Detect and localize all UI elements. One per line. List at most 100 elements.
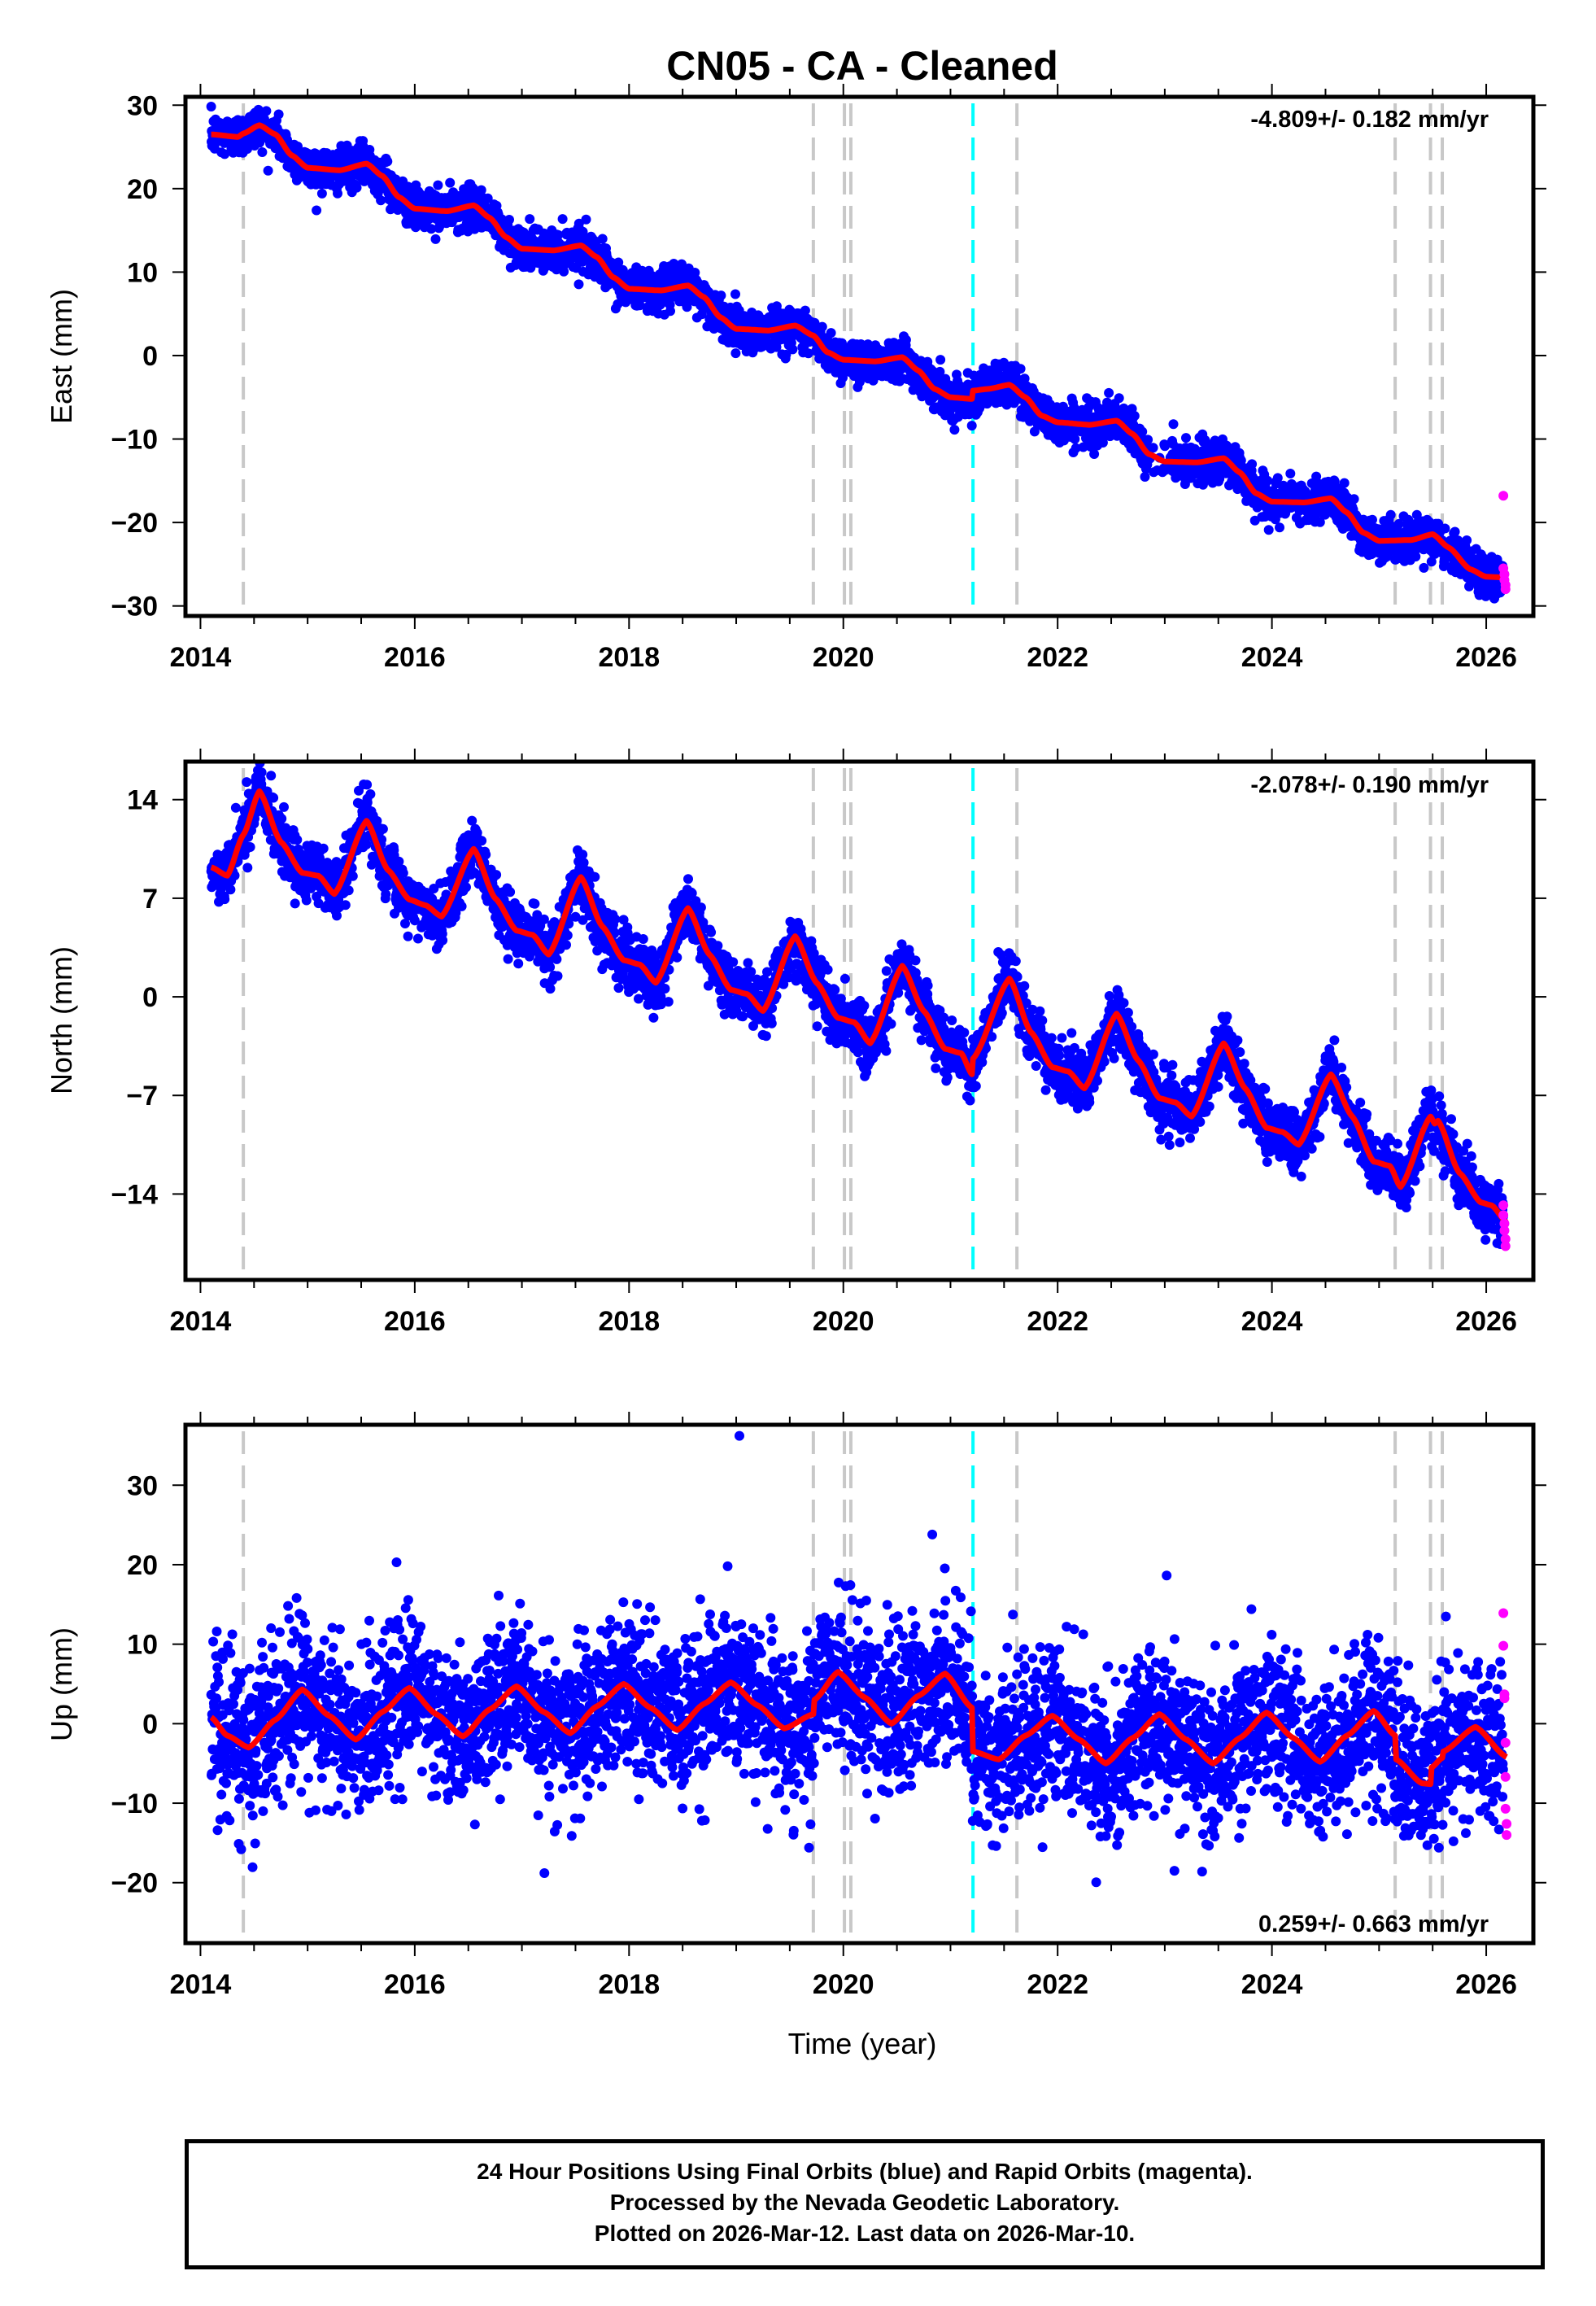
y-tick-label: −10 <box>111 425 158 456</box>
final-orbit-point <box>1450 526 1460 537</box>
final-orbit-point <box>256 767 267 778</box>
y-tick-label: 0 <box>142 341 158 372</box>
final-orbit-point <box>803 348 813 359</box>
final-orbit-point <box>1440 523 1450 534</box>
x-tick-label: 2016 <box>384 642 446 673</box>
y-tick-label: −20 <box>111 508 158 539</box>
east-y-axis-label: East (mm) <box>45 289 78 424</box>
final-orbit-point <box>1349 494 1359 504</box>
final-orbit-point <box>261 106 272 116</box>
final-orbit-point <box>1015 364 1026 374</box>
rapid-orbit-point <box>1498 491 1509 501</box>
final-orbit-point <box>1419 562 1429 573</box>
final-orbit-point <box>245 842 255 852</box>
final-orbit-point <box>730 289 740 299</box>
rapid-orbit-point <box>1500 584 1511 595</box>
final-orbit-point <box>1137 426 1148 437</box>
y-tick-label: 30 <box>127 90 158 121</box>
final-orbit-point <box>268 793 279 803</box>
final-orbit-point <box>900 334 911 345</box>
north-plot-area <box>206 762 1511 1280</box>
final-orbit-point <box>682 302 692 312</box>
final-orbit-point <box>445 177 456 188</box>
final-orbit-point <box>1104 387 1114 398</box>
final-orbit-point <box>1262 475 1273 486</box>
final-orbit-point <box>1263 525 1274 535</box>
final-orbit-point <box>800 305 810 316</box>
final-orbit-point <box>266 771 277 781</box>
final-orbit-point <box>242 144 252 154</box>
final-orbit-point <box>826 328 836 338</box>
final-orbit-point <box>332 911 342 921</box>
final-orbit-point <box>220 894 230 905</box>
final-orbit-point <box>220 149 230 159</box>
final-orbit-point <box>1462 535 1472 545</box>
final-orbit-point <box>1129 411 1140 421</box>
final-orbit-point <box>935 366 945 377</box>
final-orbit-point <box>362 780 373 790</box>
final-orbit-point <box>581 214 591 225</box>
final-orbit-point <box>553 229 564 240</box>
final-orbit-point <box>1367 514 1377 525</box>
final-orbit-point <box>1385 509 1396 520</box>
final-orbit-point <box>730 348 741 359</box>
final-orbit-point <box>665 306 675 317</box>
final-orbit-point <box>225 884 236 895</box>
east-rate-label: -4.809+/- 0.182 mm/yr <box>1250 107 1489 133</box>
final-orbit-point <box>613 299 623 309</box>
final-orbit-point <box>716 290 726 301</box>
final-orbit-point <box>382 156 393 167</box>
final-orbit-point <box>351 182 362 193</box>
final-orbit-point <box>504 215 514 225</box>
final-orbit-point <box>277 814 287 824</box>
final-orbit-point <box>273 109 284 120</box>
final-orbit-points <box>206 762 1508 1249</box>
final-orbit-point <box>1285 469 1296 478</box>
final-orbit-point <box>318 843 329 854</box>
rapid-orbit-points <box>1498 491 1511 595</box>
final-orbit-point <box>787 344 798 355</box>
final-orbit-point <box>1168 419 1179 430</box>
chart-title: CN05 - CA - Cleaned <box>666 43 1058 89</box>
y-tick-label: 10 <box>127 257 158 288</box>
final-orbit-point <box>316 188 327 199</box>
final-orbit-points <box>206 102 1508 604</box>
gps-timeseries-chart: CN05 - CA - Cleaned East (mm) -4.809+/- … <box>45 43 1546 2060</box>
final-orbit-point <box>347 871 358 881</box>
final-orbit-point <box>263 165 273 176</box>
final-orbit-point <box>376 195 386 206</box>
final-orbit-point <box>613 257 624 268</box>
final-orbit-point <box>935 355 946 365</box>
final-orbit-point <box>966 421 977 431</box>
final-orbit-point <box>293 142 303 151</box>
x-tick-label: 2026 <box>1455 642 1517 673</box>
final-orbit-point <box>1148 443 1158 453</box>
x-tick-label: 2020 <box>813 642 874 673</box>
final-orbit-point <box>430 234 441 244</box>
final-orbit-point <box>333 188 342 199</box>
final-orbit-point <box>677 259 687 269</box>
final-orbit-point <box>557 214 568 225</box>
final-orbit-point <box>573 279 584 290</box>
final-orbit-point <box>1181 433 1191 443</box>
final-orbit-point <box>426 224 437 234</box>
final-orbit-point <box>312 205 322 216</box>
x-tick-label: 2018 <box>598 642 660 673</box>
north-panel: North (mm) -2.078+/- 0.190 mm/yr 1470−7−… <box>45 749 1546 1337</box>
final-orbit-point <box>476 185 486 195</box>
final-orbit-point <box>525 214 535 225</box>
final-orbit-point <box>949 425 960 435</box>
x-tick-label: 2024 <box>1241 642 1303 673</box>
final-orbit-point <box>1275 522 1284 533</box>
final-orbit-point <box>1114 393 1124 404</box>
final-orbit-point <box>1247 459 1258 469</box>
final-orbit-point <box>690 268 700 277</box>
final-orbit-point <box>257 147 268 157</box>
final-orbit-point <box>781 349 791 360</box>
final-orbit-point <box>817 321 827 332</box>
final-orbit-point <box>242 863 253 873</box>
x-tick-label: 2014 <box>170 642 232 673</box>
x-tick-label: 2022 <box>1027 642 1088 673</box>
final-orbit-point <box>482 193 493 203</box>
east-panel: East (mm) -4.809+/- 0.182 mm/yr 3020100−… <box>45 84 1546 673</box>
